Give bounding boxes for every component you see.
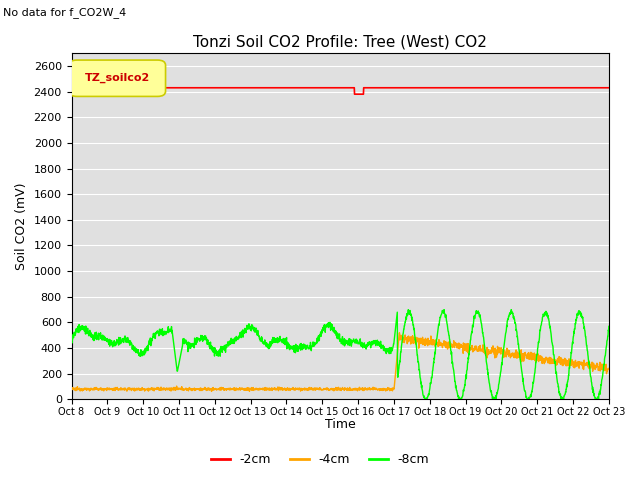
Text: TZ_soilco2: TZ_soilco2 — [84, 73, 150, 83]
Text: No data for f_CO2W_4: No data for f_CO2W_4 — [3, 7, 127, 18]
Y-axis label: Soil CO2 (mV): Soil CO2 (mV) — [15, 182, 28, 270]
X-axis label: Time: Time — [324, 419, 356, 432]
Title: Tonzi Soil CO2 Profile: Tree (West) CO2: Tonzi Soil CO2 Profile: Tree (West) CO2 — [193, 34, 487, 49]
FancyBboxPatch shape — [69, 60, 166, 96]
Legend: -2cm, -4cm, -8cm: -2cm, -4cm, -8cm — [206, 448, 434, 471]
